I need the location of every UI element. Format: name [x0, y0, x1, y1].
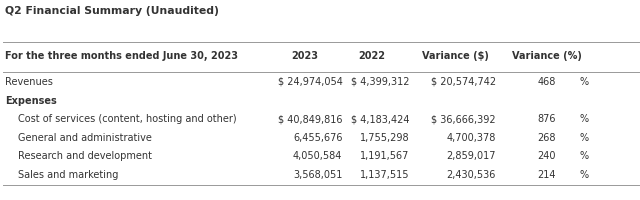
Text: $ 36,666,392: $ 36,666,392: [431, 114, 496, 124]
Text: 6,455,676: 6,455,676: [293, 133, 342, 143]
Text: 2,859,017: 2,859,017: [447, 151, 496, 161]
Text: %: %: [580, 77, 589, 87]
Text: $ 20,574,742: $ 20,574,742: [431, 77, 496, 87]
Text: 2023: 2023: [291, 51, 318, 61]
Text: 240: 240: [538, 151, 556, 161]
Text: Sales and marketing: Sales and marketing: [18, 170, 118, 180]
Text: 2,430,536: 2,430,536: [447, 170, 496, 180]
Text: $ 40,849,816: $ 40,849,816: [278, 114, 342, 124]
Text: Q2 Financial Summary (Unaudited): Q2 Financial Summary (Unaudited): [5, 6, 219, 16]
Text: 4,700,378: 4,700,378: [447, 133, 496, 143]
Text: 214: 214: [538, 170, 556, 180]
Text: %: %: [580, 114, 589, 124]
Text: 1,755,298: 1,755,298: [360, 133, 410, 143]
Text: %: %: [580, 170, 589, 180]
Text: For the three months ended June 30, 2023: For the three months ended June 30, 2023: [5, 51, 238, 61]
Text: %: %: [580, 133, 589, 143]
Text: 4,050,584: 4,050,584: [293, 151, 342, 161]
Text: Revenues: Revenues: [5, 77, 53, 87]
Text: $ 24,974,054: $ 24,974,054: [278, 77, 342, 87]
Text: 3,568,051: 3,568,051: [293, 170, 342, 180]
Text: 468: 468: [538, 77, 556, 87]
Text: 2022: 2022: [358, 51, 385, 61]
Text: 876: 876: [538, 114, 556, 124]
Text: Expenses: Expenses: [5, 96, 57, 106]
Text: Research and development: Research and development: [18, 151, 152, 161]
Text: $ 4,183,424: $ 4,183,424: [351, 114, 410, 124]
Text: %: %: [580, 151, 589, 161]
Text: General and administrative: General and administrative: [18, 133, 152, 143]
Text: $ 4,399,312: $ 4,399,312: [351, 77, 410, 87]
Text: Variance ($): Variance ($): [422, 51, 489, 61]
Text: 268: 268: [538, 133, 556, 143]
Text: 1,137,515: 1,137,515: [360, 170, 410, 180]
Text: 1,191,567: 1,191,567: [360, 151, 410, 161]
Text: Cost of services (content, hosting and other): Cost of services (content, hosting and o…: [18, 114, 237, 124]
Text: Variance (%): Variance (%): [512, 51, 582, 61]
